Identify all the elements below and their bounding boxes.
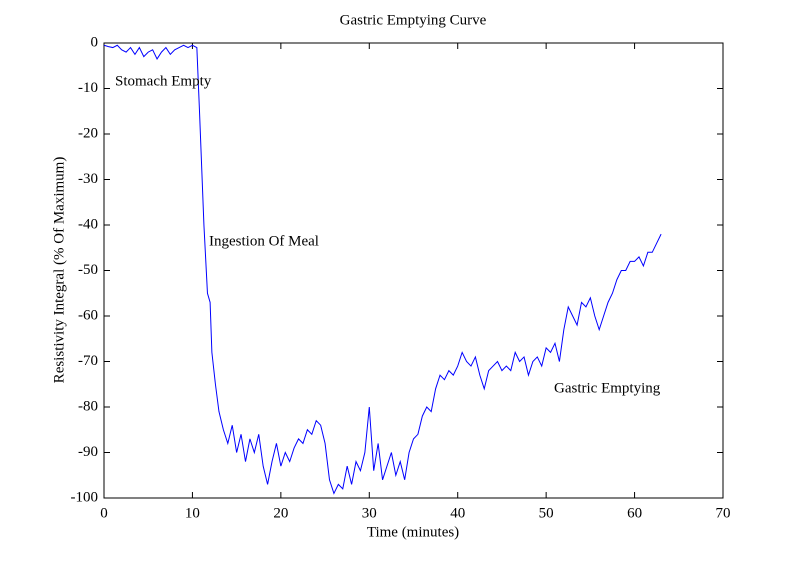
chart-title: Gastric Emptying Curve xyxy=(340,12,487,28)
plot-area xyxy=(103,42,724,499)
x-tick-label: 10 xyxy=(185,505,200,521)
x-tick-label: 30 xyxy=(362,505,377,521)
y-tick-label: -70 xyxy=(78,353,98,369)
annotation: Gastric Emptying xyxy=(554,380,661,396)
y-tick-label: -40 xyxy=(78,216,98,232)
y-tick-label: -60 xyxy=(78,307,98,323)
x-tick-label: 60 xyxy=(627,505,642,521)
x-tick-label: 0 xyxy=(100,505,108,521)
x-tick-label: 20 xyxy=(273,505,288,521)
y-axis-label: Resistivity Integral (% Of Maximum) xyxy=(51,157,67,384)
x-axis-label: Time (minutes) xyxy=(367,524,459,540)
y-tick-label: -100 xyxy=(71,489,99,505)
y-tick-label: -20 xyxy=(78,125,98,141)
y-tick-label: -90 xyxy=(78,444,98,460)
y-tick-label: -10 xyxy=(78,80,98,96)
annotation: Ingestion Of Meal xyxy=(209,233,319,249)
y-tick-label: 0 xyxy=(91,34,99,50)
y-tick-label: -80 xyxy=(78,398,98,414)
data-line xyxy=(103,44,662,495)
annotation: Stomach Empty xyxy=(115,73,212,89)
x-tick-label: 40 xyxy=(450,505,465,521)
x-tick-label: 50 xyxy=(539,505,554,521)
y-tick-label: -50 xyxy=(78,262,98,278)
y-tick-label: -30 xyxy=(78,171,98,187)
x-tick-label: 70 xyxy=(716,505,731,521)
